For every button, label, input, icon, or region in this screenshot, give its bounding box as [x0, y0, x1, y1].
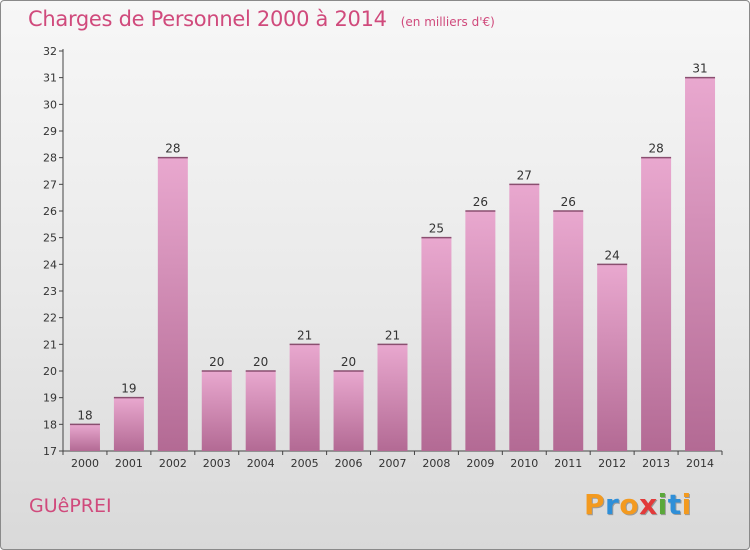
bar	[553, 211, 584, 451]
bar	[509, 184, 540, 452]
logo-letter: t	[667, 488, 682, 521]
y-tick-label: 22	[43, 312, 57, 325]
x-tick-label: 2010	[510, 457, 538, 470]
y-tick-label: 28	[43, 152, 57, 165]
commune-name: GUêPREI	[29, 495, 112, 517]
data-label: 20	[209, 355, 224, 369]
data-label: 18	[77, 408, 92, 422]
x-tick-label: 2011	[554, 457, 582, 470]
data-label: 31	[692, 62, 707, 76]
y-tick-label: 29	[43, 125, 57, 138]
data-label: 20	[253, 355, 268, 369]
y-tick-label: 30	[43, 98, 57, 111]
x-tick-label: 2008	[422, 457, 450, 470]
logo-letter: P	[584, 488, 606, 521]
y-tick-label: 27	[43, 178, 57, 191]
x-tick-label: 2012	[598, 457, 626, 470]
x-tick-label: 2005	[291, 457, 319, 470]
logo-letter: x	[639, 488, 658, 521]
data-label: 24	[605, 248, 620, 262]
x-tick-label: 2006	[335, 457, 363, 470]
bar	[421, 237, 452, 451]
bar	[377, 344, 408, 451]
y-tick-label: 25	[43, 232, 57, 245]
bar	[69, 424, 100, 451]
chart-title: Charges de Personnel 2000 à 2014 (en mill…	[28, 7, 495, 31]
data-label: 20	[341, 355, 356, 369]
y-tick-label: 19	[43, 392, 57, 405]
data-label: 26	[561, 195, 576, 209]
x-tick-label: 2002	[159, 457, 187, 470]
data-label: 19	[121, 382, 136, 396]
bar	[289, 344, 320, 451]
y-tick-label: 20	[43, 365, 57, 378]
x-tick-label: 2004	[247, 457, 275, 470]
x-tick-label: 2003	[203, 457, 231, 470]
x-tick-label: 2009	[466, 457, 494, 470]
x-tick-label: 2013	[642, 457, 670, 470]
bar	[201, 371, 232, 451]
bar	[641, 157, 672, 451]
y-tick-label: 32	[43, 45, 57, 58]
data-label: 28	[165, 142, 180, 156]
y-tick-label: 17	[43, 445, 57, 458]
x-tick-label: 2007	[379, 457, 407, 470]
chart-title-text: Charges de Personnel 2000 à 2014	[28, 7, 387, 31]
logo-letter: o	[619, 488, 640, 521]
y-tick-label: 23	[43, 285, 57, 298]
data-label: 21	[297, 328, 312, 342]
logo-letter: i	[681, 488, 692, 521]
bar	[333, 371, 364, 451]
bar	[597, 264, 628, 451]
bar	[245, 371, 276, 451]
bar	[465, 211, 496, 451]
bar	[685, 77, 716, 452]
x-tick-label: 2001	[115, 457, 143, 470]
y-tick-label: 31	[43, 72, 57, 85]
data-label: 28	[648, 142, 663, 156]
bar	[157, 157, 188, 451]
logo-letter: r	[605, 488, 620, 521]
y-tick-label: 26	[43, 205, 57, 218]
y-tick-label: 21	[43, 338, 57, 351]
bar	[113, 397, 144, 451]
x-tick-label: 2014	[686, 457, 714, 470]
y-tick-label: 24	[43, 258, 57, 271]
proxiti-logo: Proxiti	[584, 488, 692, 521]
x-tick-label: 2000	[71, 457, 99, 470]
chart-subtitle: (en milliers d'€)	[400, 15, 495, 29]
data-label: 21	[385, 328, 400, 342]
logo-letter: i	[657, 488, 668, 521]
data-label: 27	[517, 168, 532, 182]
data-label: 26	[473, 195, 488, 209]
y-tick-label: 18	[43, 418, 57, 431]
data-label: 25	[429, 222, 444, 236]
